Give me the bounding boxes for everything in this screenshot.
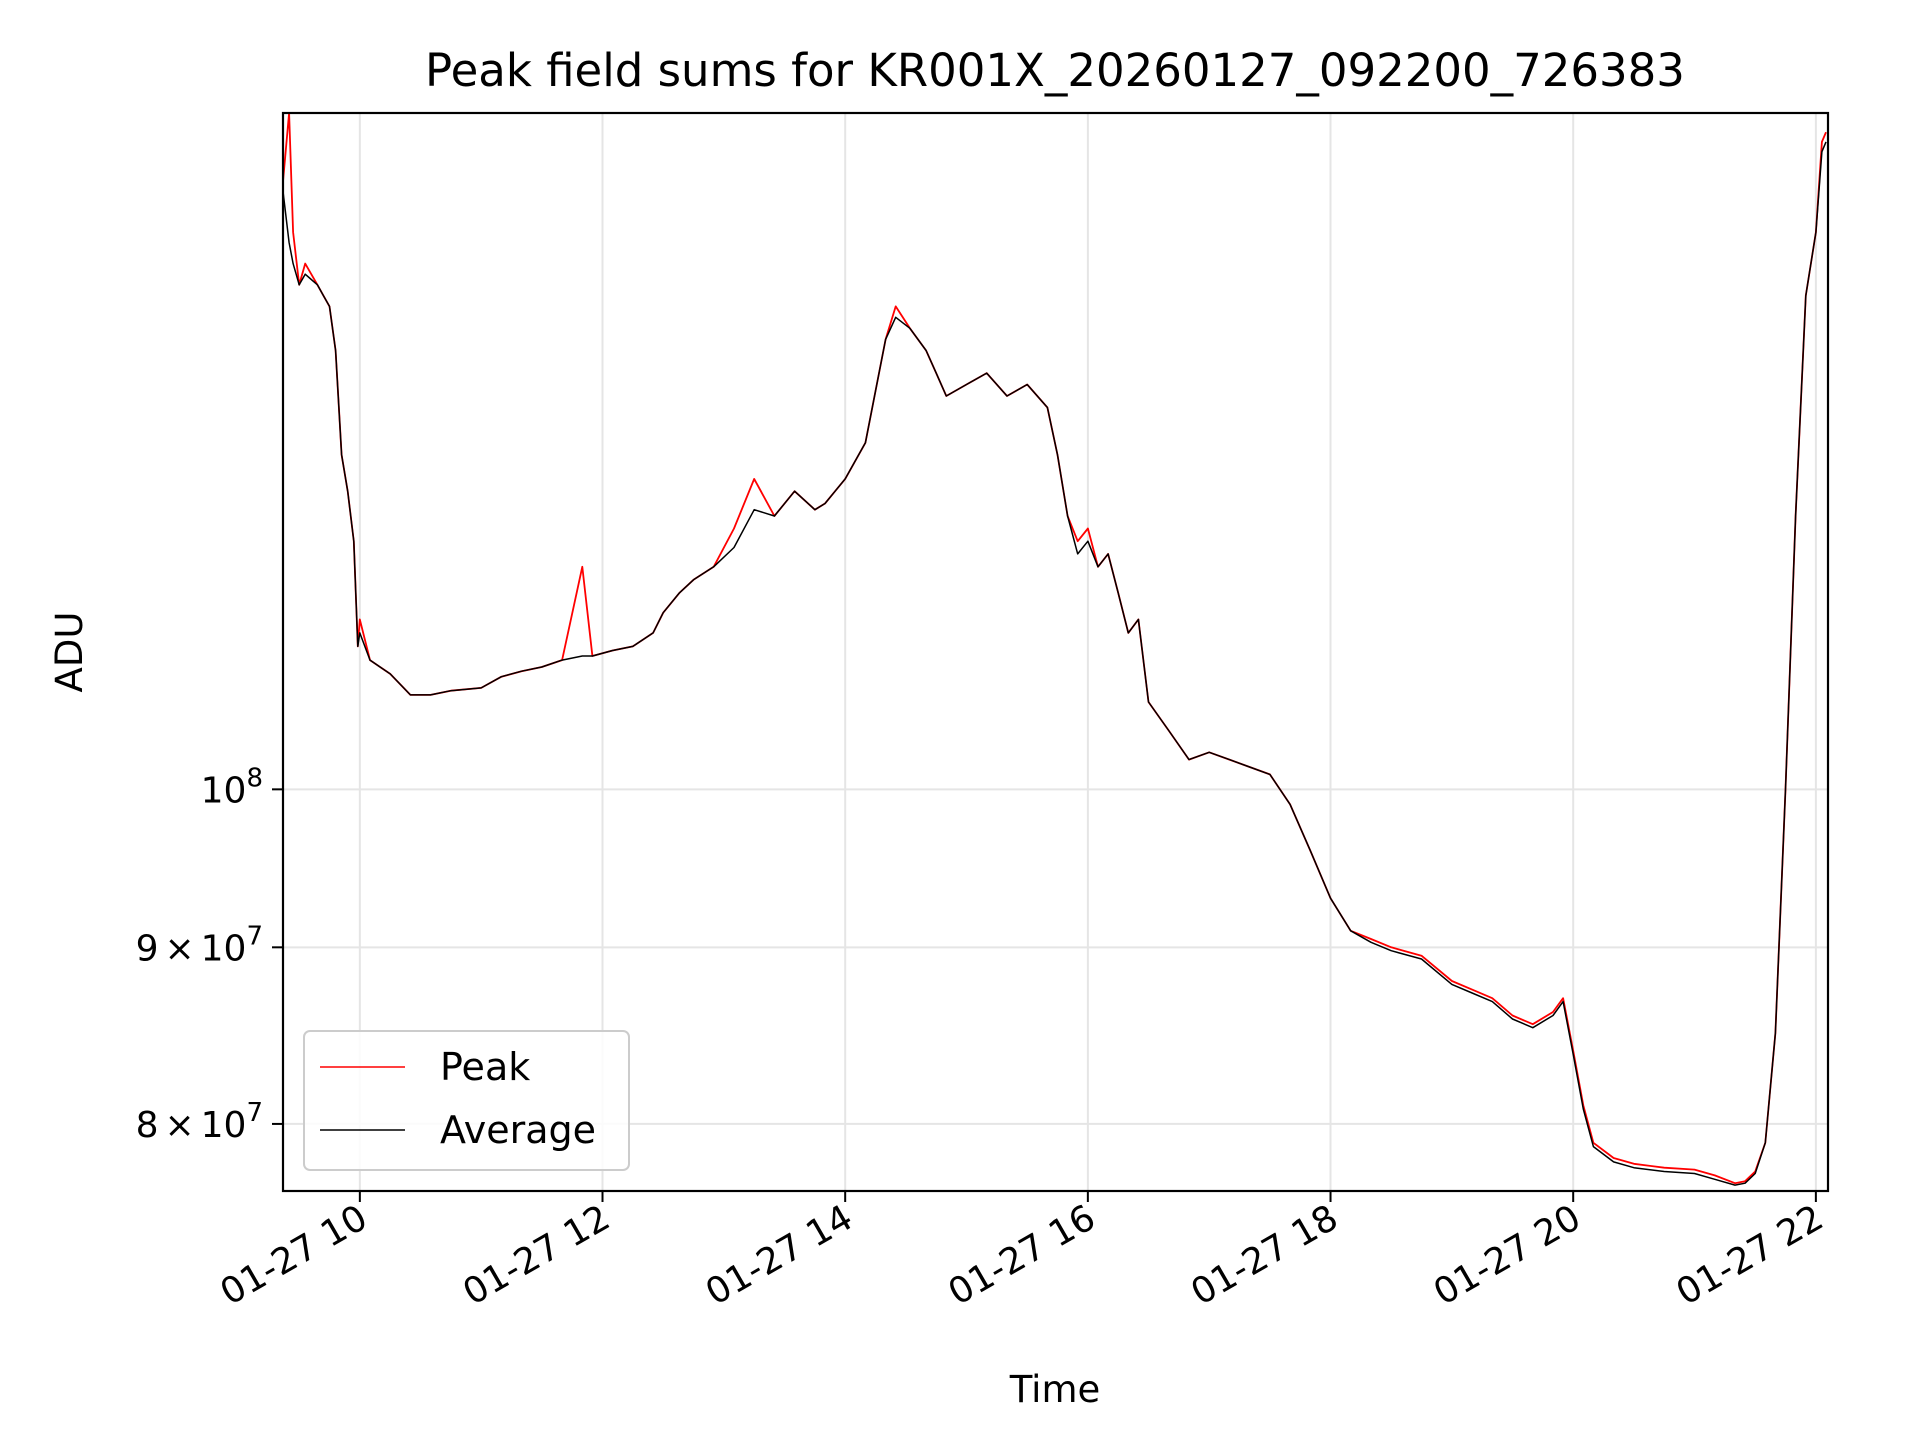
- series-lines: [282, 112, 1827, 1186]
- legend-label-average: Average: [440, 1108, 596, 1152]
- y-tick-base: 10: [201, 928, 247, 969]
- series-line-average: [282, 141, 1827, 1186]
- y-tick-times: ×: [164, 1105, 194, 1146]
- y-tick-mantissa: 9: [136, 928, 159, 969]
- y-tick-exponent: 7: [246, 1098, 263, 1128]
- y-tick-base: 10: [201, 770, 247, 811]
- grid: [283, 113, 1828, 1191]
- y-tick-label: 8 × 107: [136, 1098, 263, 1146]
- y-tick-times: ×: [164, 928, 194, 969]
- y-tick-exponent: 8: [246, 763, 263, 793]
- x-axis-label: Time: [1009, 1368, 1101, 1411]
- y-tick-base: 10: [201, 1105, 247, 1146]
- y-tick-label: 9 × 107: [136, 921, 263, 969]
- chart-title: Peak field sums for KR001X_20260127_0922…: [425, 44, 1685, 97]
- legend-box: [303, 1030, 630, 1171]
- y-tick-exponent: 7: [246, 921, 263, 951]
- plot-frame: [281, 111, 1830, 1193]
- y-tick-mantissa: 8: [136, 1105, 159, 1146]
- legend-label-peak: Peak: [440, 1045, 530, 1089]
- y-tick-label: 108: [201, 763, 263, 811]
- legend: Peak Average: [303, 1030, 630, 1171]
- y-axis-label: ADU: [48, 612, 91, 693]
